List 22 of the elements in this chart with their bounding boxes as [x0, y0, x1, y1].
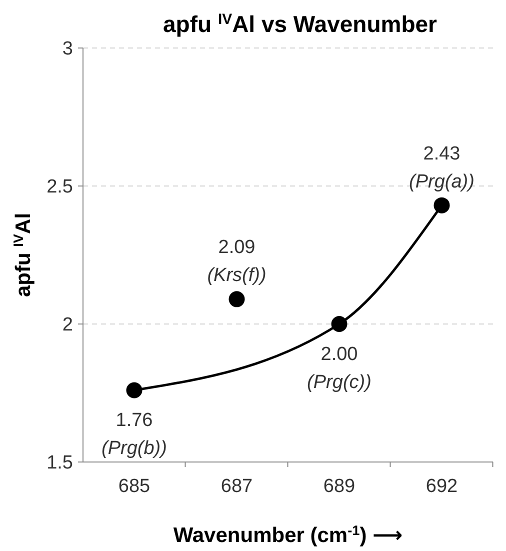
annotation: (Prg(c)) [307, 372, 372, 393]
data-label: 1.76 [116, 410, 153, 432]
chart-title: apfu $^{IV}$Al vs Wavenumber [162, 10, 438, 37]
annotation: (Prg(b)) [102, 438, 167, 460]
x-tick-label: 687 [220, 476, 253, 497]
annotation: (Prg(a)) [409, 171, 474, 192]
point [434, 197, 450, 214]
point [331, 316, 348, 332]
x-tick-label: 692 [426, 476, 458, 497]
data-label: 2.00 [320, 344, 358, 365]
point [126, 382, 142, 398]
x-tick-label: 685 [118, 476, 150, 497]
y-tick-label: 2.5 [46, 176, 73, 198]
x-tick-label: 689 [323, 476, 356, 497]
x-axis-title: Wavenumber (cm$^{-1}$) ⟶ [173, 522, 403, 547]
annotation: (Krs(f)) [207, 265, 266, 286]
point [228, 291, 245, 308]
y-tick-label: 3 [62, 38, 73, 60]
data-label: 2.09 [218, 237, 256, 258]
y-tick-label: 1.5 [46, 452, 73, 474]
data-label: 2.43 [423, 143, 460, 164]
y-tick-label: 2 [62, 314, 73, 336]
